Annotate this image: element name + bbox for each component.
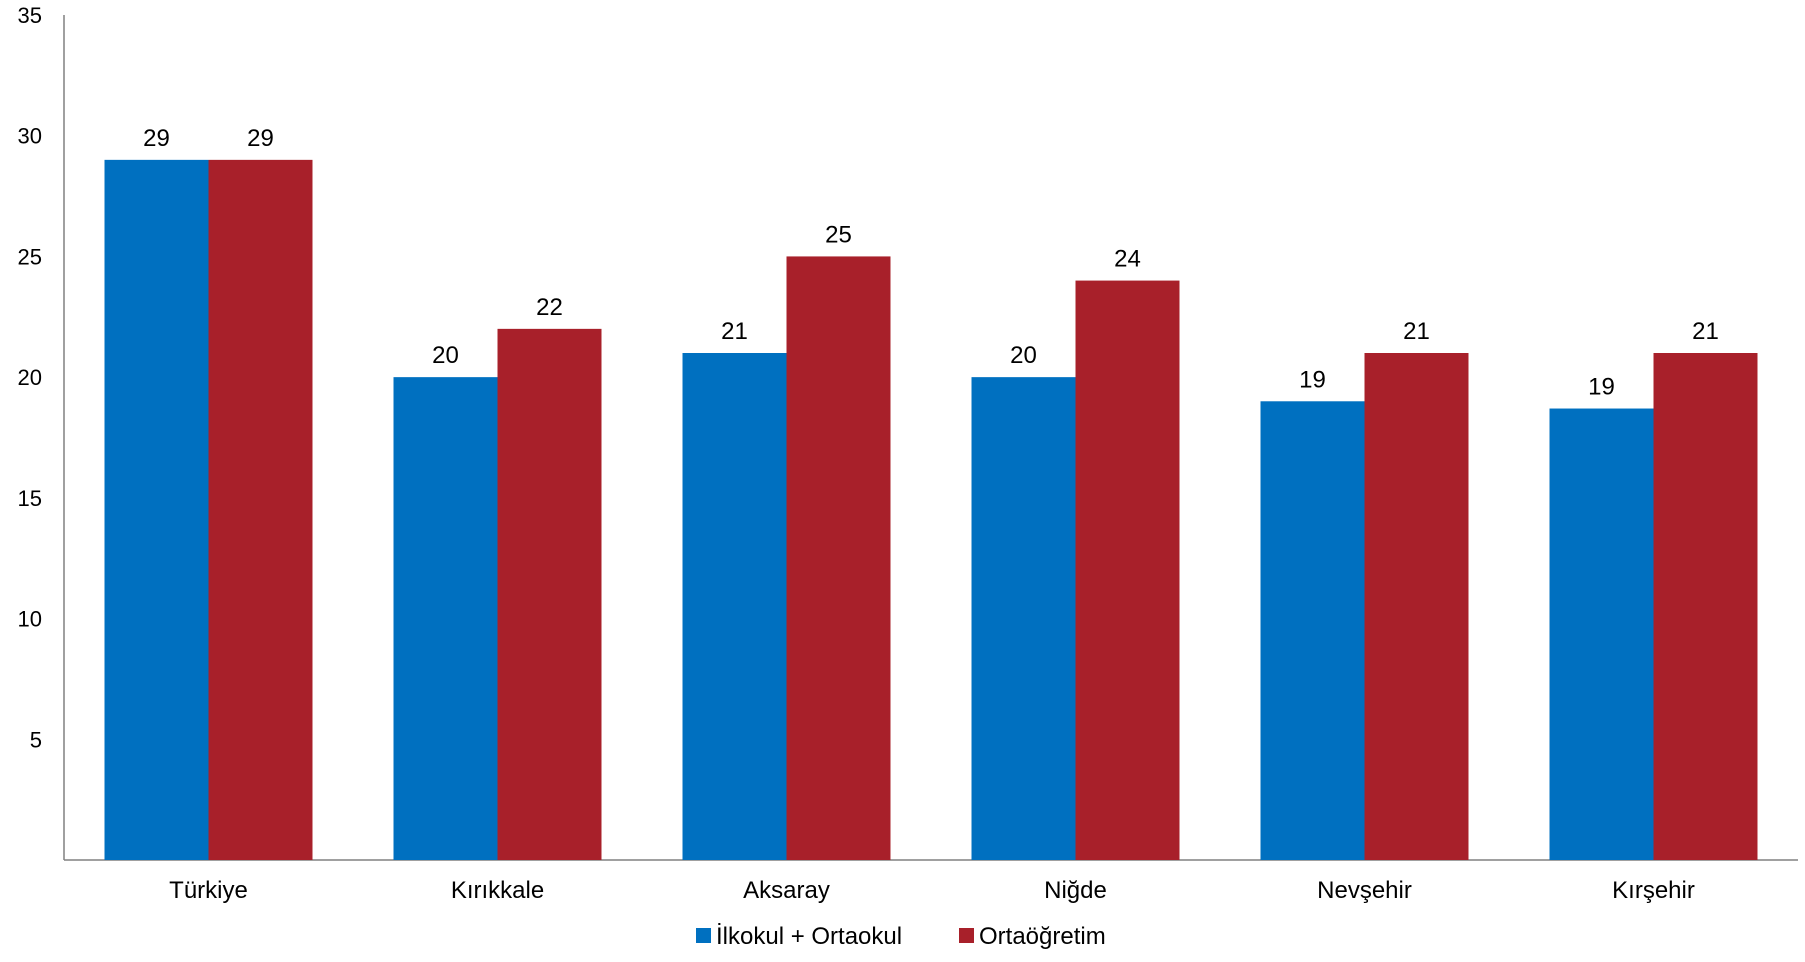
bar xyxy=(1364,353,1469,860)
bar xyxy=(1075,280,1180,861)
bar xyxy=(208,159,313,860)
bar xyxy=(1653,353,1758,860)
bar xyxy=(786,256,891,860)
legend: İlkokul + Ortaokul Ortaöğretim xyxy=(696,923,1106,950)
data-label: 22 xyxy=(536,294,563,321)
bar xyxy=(393,377,498,860)
data-label: 21 xyxy=(721,318,748,345)
legend-label: İlkokul + Ortaokul xyxy=(716,923,902,950)
data-label: 21 xyxy=(1403,318,1430,345)
legend-swatch xyxy=(959,928,974,943)
y-tick-label: 20 xyxy=(18,365,42,390)
x-tick-label: Kırıkkale xyxy=(451,877,544,904)
bar xyxy=(1260,401,1365,860)
x-tick-label: Niğde xyxy=(1044,877,1107,904)
value-labels-group: 29 29 20 22 21 25 20 24 19 21 19 21 xyxy=(143,125,1719,401)
y-tick-label: 15 xyxy=(18,486,42,511)
data-label: 20 xyxy=(1010,342,1037,369)
data-label: 20 xyxy=(432,342,459,369)
y-tick-label: 5 xyxy=(30,727,42,752)
bars-group xyxy=(104,159,1758,861)
x-tick-label: Türkiye xyxy=(169,877,248,904)
y-tick-label: 35 xyxy=(18,3,42,28)
data-label: 19 xyxy=(1588,374,1615,401)
x-axis: Türkiye Kırıkkale Aksaray Niğde Nevşehir Kırş… xyxy=(64,859,1798,904)
bar xyxy=(1549,408,1654,860)
data-label: 19 xyxy=(1299,366,1326,393)
bar xyxy=(497,328,602,860)
legend-label: Ortaöğretim xyxy=(979,923,1106,950)
bar xyxy=(104,159,209,860)
legend-swatch xyxy=(696,928,711,943)
bar xyxy=(682,353,787,860)
y-tick-label: 30 xyxy=(18,124,42,149)
y-tick-label: 25 xyxy=(18,244,42,269)
x-tick-label: Kırşehir xyxy=(1612,877,1695,904)
y-axis: 5 10 15 20 25 30 35 xyxy=(18,3,65,860)
x-tick-label: Nevşehir xyxy=(1317,877,1412,904)
data-label: 24 xyxy=(1114,246,1141,273)
x-tick-label: Aksaray xyxy=(743,877,830,904)
data-label: 29 xyxy=(143,125,170,152)
y-tick-label: 10 xyxy=(18,607,42,632)
bar xyxy=(971,377,1076,860)
data-label: 29 xyxy=(247,125,274,152)
data-label: 25 xyxy=(825,221,852,248)
data-label: 21 xyxy=(1692,318,1719,345)
